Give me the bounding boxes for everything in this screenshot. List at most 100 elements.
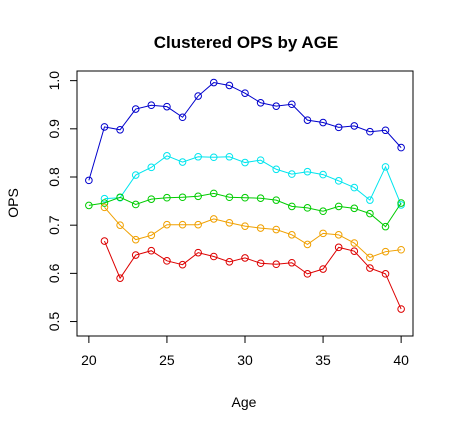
y-tick-label: 0.8 (46, 167, 62, 187)
data-point (350, 204, 359, 213)
data-point (225, 258, 234, 266)
series-line (88, 82, 402, 181)
series-3 (100, 203, 405, 262)
series-line (88, 192, 402, 228)
series-line (104, 240, 402, 310)
data-point (288, 100, 296, 109)
data-point (163, 102, 171, 111)
y-axis: 0.5 0.6 0.7 0.8 0.9 1.0 (46, 71, 78, 331)
x-tick-label: 30 (237, 352, 253, 368)
data-point (85, 201, 93, 210)
x-tick-label: 35 (315, 352, 331, 368)
data-point (100, 199, 109, 207)
data-point (256, 224, 265, 232)
data-point (225, 152, 234, 161)
data-point (366, 196, 374, 204)
data-point (272, 196, 281, 204)
data-point (194, 248, 202, 257)
data-point (334, 177, 343, 185)
data-point (319, 229, 327, 238)
data-point (381, 222, 390, 231)
series-4 (100, 237, 405, 313)
x-tick-label: 40 (393, 352, 409, 368)
x-axis-label: Age (232, 394, 257, 410)
data-point (272, 102, 281, 110)
data-point (334, 243, 343, 252)
x-tick-label: 20 (81, 352, 97, 368)
data-point (397, 245, 405, 254)
data-point (178, 113, 187, 122)
data-point (225, 193, 234, 202)
data-point (366, 127, 374, 136)
data-point (381, 163, 390, 171)
data-point (241, 222, 249, 230)
data-point (334, 231, 343, 239)
data-point (334, 123, 343, 132)
data-point (303, 240, 312, 249)
data-point (272, 225, 281, 234)
data-point (116, 125, 124, 134)
data-point (194, 92, 202, 100)
plot-frame (76, 70, 414, 337)
data-point (147, 195, 156, 203)
data-point (147, 101, 156, 110)
data-point (288, 231, 296, 239)
data-point (303, 270, 312, 278)
data-point (178, 193, 187, 202)
data-point (116, 274, 124, 282)
data-point (147, 246, 156, 255)
data-point (366, 209, 374, 218)
data-point (178, 220, 187, 229)
data-point (303, 116, 312, 124)
data-point (100, 203, 109, 212)
data-point (319, 265, 327, 273)
data-point (131, 200, 140, 209)
data-point (350, 183, 359, 192)
data-point (241, 193, 249, 202)
data-point (116, 193, 124, 202)
data-point (256, 259, 265, 268)
data-point (178, 158, 187, 166)
data-point (381, 247, 390, 256)
data-point (85, 176, 93, 185)
data-point (194, 152, 202, 161)
data-point (147, 231, 156, 240)
data-point (100, 237, 109, 245)
data-point (397, 201, 405, 209)
data-point (350, 247, 359, 255)
data-point (366, 264, 374, 272)
data-point (241, 89, 249, 97)
data-point (288, 258, 296, 267)
data-point (225, 81, 234, 90)
data-point (350, 239, 359, 247)
x-tick-label: 25 (159, 352, 175, 368)
data-point (116, 221, 124, 229)
y-tick-label: 0.9 (46, 119, 62, 139)
series-2 (85, 189, 405, 231)
data-point (131, 105, 140, 113)
data-point (131, 171, 140, 179)
data-point (350, 122, 359, 130)
data-point (209, 189, 218, 198)
data-point (100, 123, 109, 131)
data-point (163, 257, 171, 265)
data-point (209, 78, 218, 87)
data-point (209, 215, 218, 223)
data-point (397, 305, 405, 313)
data-point (303, 204, 312, 212)
y-tick-label: 0.6 (46, 263, 62, 283)
data-point (147, 163, 156, 172)
data-point (194, 220, 202, 229)
series-layer (85, 78, 405, 313)
data-point (178, 260, 187, 269)
y-axis-label: OPS (5, 188, 21, 218)
data-point (209, 153, 218, 162)
data-point (288, 202, 296, 211)
data-point (163, 152, 171, 160)
data-point (256, 194, 265, 202)
data-point (241, 158, 249, 167)
data-point (397, 199, 405, 207)
data-point (241, 254, 249, 262)
data-point (131, 251, 140, 259)
data-point (303, 167, 312, 176)
